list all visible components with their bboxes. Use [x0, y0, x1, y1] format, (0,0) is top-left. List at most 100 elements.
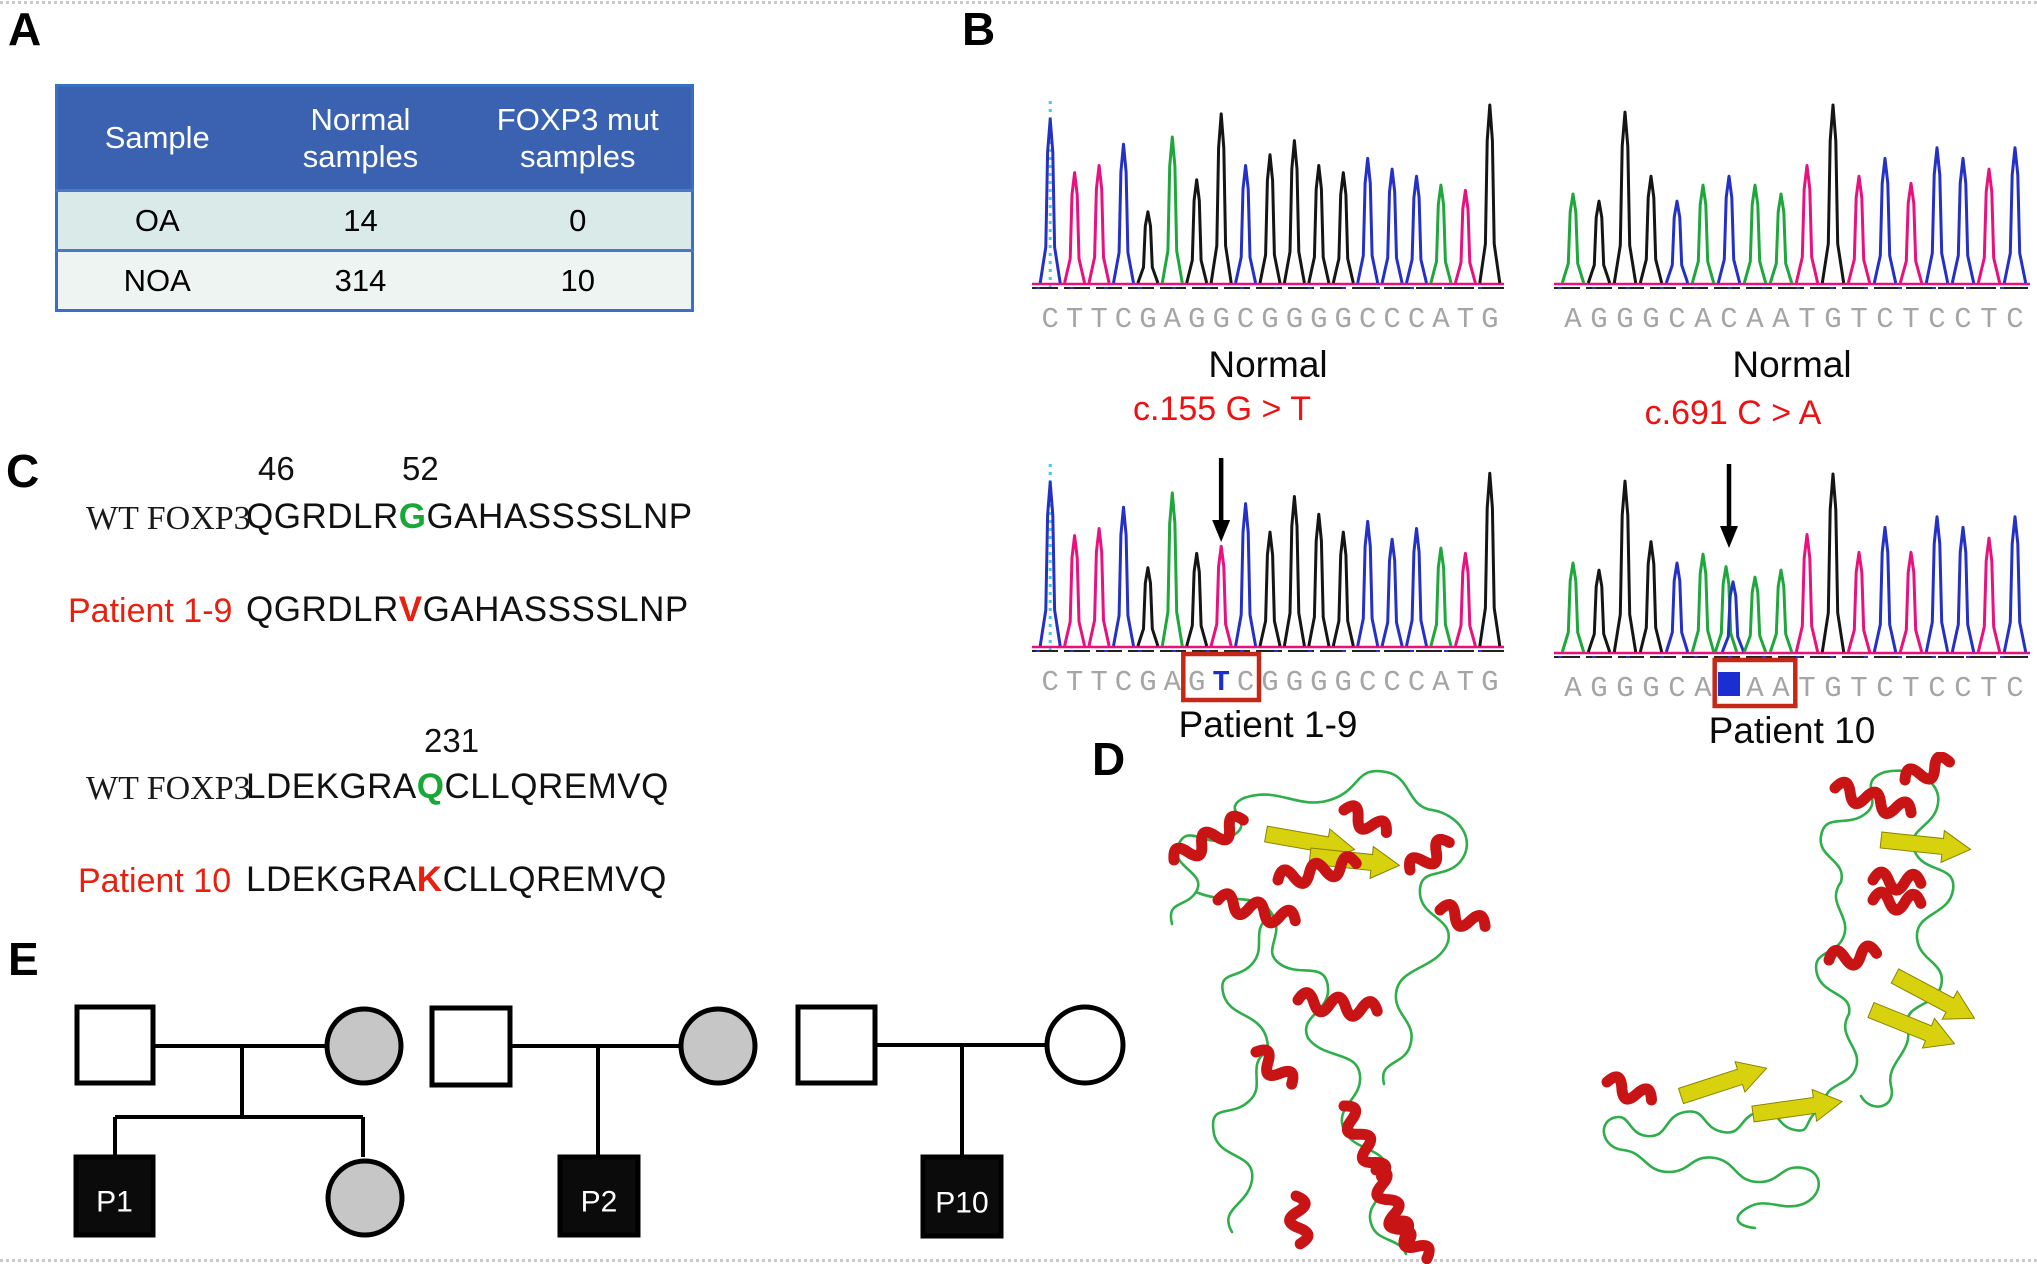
svg-text:A: A — [1746, 303, 1764, 336]
svg-text:T: T — [1457, 666, 1474, 699]
mutation-box — [1712, 657, 1798, 709]
svg-text:C: C — [1359, 666, 1376, 699]
svg-text:T: T — [1980, 672, 1997, 705]
svg-text:A: A — [1432, 666, 1450, 699]
pedigree-chart: P1 P2 P10 — [73, 1004, 1126, 1239]
pedigree-child — [325, 1158, 405, 1238]
svg-text:G: G — [1335, 303, 1352, 336]
mutation-annotation-c691: c.691 C > A — [1644, 394, 1822, 432]
svg-text:G: G — [1590, 672, 1607, 705]
svg-text:G: G — [1590, 303, 1607, 336]
svg-text:T: T — [1457, 303, 1474, 336]
svg-text:G: G — [1188, 666, 1205, 699]
svg-text:G: G — [1616, 303, 1633, 336]
svg-text:C: C — [1237, 303, 1254, 336]
trace-peaks — [1038, 471, 1502, 647]
panel-label-b: B — [962, 3, 996, 55]
svg-text:G: G — [1310, 666, 1327, 699]
svg-text:A: A — [1164, 303, 1182, 336]
svg-text:G: G — [1286, 666, 1303, 699]
pedigree-child — [557, 1154, 641, 1238]
svg-text:T: T — [1850, 672, 1867, 705]
trace-peaks — [1038, 103, 1502, 284]
pedigree-mother — [1044, 1004, 1126, 1086]
ambiguous-base-block — [1718, 672, 1740, 696]
svg-text:T: T — [1090, 666, 1107, 699]
table-cell: 0 — [569, 202, 587, 238]
chromatogram-label-patient-10: Patient 10 — [1708, 710, 1876, 751]
mutation-arrow — [1212, 458, 1231, 542]
table-cell: OA — [134, 202, 180, 238]
svg-text:A: A — [1694, 303, 1712, 336]
svg-text:A: A — [1694, 672, 1712, 705]
svg-text:G: G — [1642, 303, 1659, 336]
svg-text:C: C — [1954, 303, 1971, 336]
alpha-helices — [1168, 800, 1491, 1264]
column-header: Sample — [56, 85, 257, 191]
pedigree-family: P1 — [73, 1004, 405, 1238]
trace-peaks — [1560, 103, 2028, 284]
table-body: OA 14 0 NOA 314 10 — [56, 190, 693, 311]
svg-text:C: C — [1408, 303, 1425, 336]
panel-label-e: E — [8, 933, 39, 985]
table-cell: 314 — [334, 262, 387, 298]
svg-text:T: T — [1798, 303, 1815, 336]
svg-text:C: C — [1408, 666, 1425, 699]
svg-text:G: G — [1335, 666, 1352, 699]
svg-text:C: C — [1928, 672, 1945, 705]
svg-text:G: G — [1481, 303, 1498, 336]
svg-text:C: C — [2006, 672, 2023, 705]
trace-peaks — [1560, 472, 2028, 653]
table-row: OA 14 0 — [56, 190, 693, 251]
pedigree-father — [74, 1004, 156, 1086]
svg-text:G: G — [1824, 672, 1841, 705]
svg-text:C: C — [1115, 303, 1132, 336]
alpha-helices — [1601, 752, 1956, 1106]
mutation-box — [1181, 651, 1262, 703]
svg-text:A: A — [1564, 672, 1582, 705]
chromatogram-label-normal-1: Normal — [1208, 344, 1328, 385]
svg-text:T: T — [1090, 303, 1107, 336]
svg-text:A: A — [1164, 666, 1182, 699]
svg-text:C: C — [1383, 303, 1400, 336]
table-cell: NOA — [123, 262, 191, 298]
pedigree-father — [795, 1004, 878, 1086]
svg-text:G: G — [1824, 303, 1841, 336]
svg-text:G: G — [1481, 666, 1498, 699]
pedigree-child-label: P1 — [96, 1186, 133, 1219]
svg-text:G: G — [1642, 672, 1659, 705]
alignment-row-label-patient-10: Patient 10 — [78, 862, 232, 900]
pedigree-father — [429, 1005, 513, 1088]
svg-text:T: T — [1798, 672, 1815, 705]
svg-text:C: C — [1668, 672, 1685, 705]
svg-text:T: T — [1902, 303, 1919, 336]
mutation-arrow — [1720, 464, 1738, 548]
alignment-sequence-wt-1: QGRDLRGGAHASSSSLNP — [246, 497, 693, 536]
svg-text:T: T — [1980, 303, 1997, 336]
svg-text:T: T — [1066, 303, 1083, 336]
alignment-row-label-wt-1: WT FOXP3 — [86, 500, 251, 537]
svg-text:A: A — [1432, 303, 1450, 336]
svg-text:C: C — [1876, 672, 1893, 705]
svg-text:C: C — [1359, 303, 1376, 336]
residue-highlight: Q — [416, 767, 445, 806]
pedigree-child-label: P2 — [581, 1186, 618, 1219]
scan-artifact-top — [0, 1, 2037, 4]
alignment-row-label-patient-1-9: Patient 1-9 — [68, 592, 233, 630]
svg-text:C: C — [2006, 303, 2023, 336]
svg-text:C: C — [1115, 666, 1132, 699]
residue-highlight: K — [416, 860, 443, 899]
svg-text:C: C — [1383, 666, 1400, 699]
svg-text:G: G — [1139, 303, 1156, 336]
column-header: Normal samples — [256, 85, 465, 191]
